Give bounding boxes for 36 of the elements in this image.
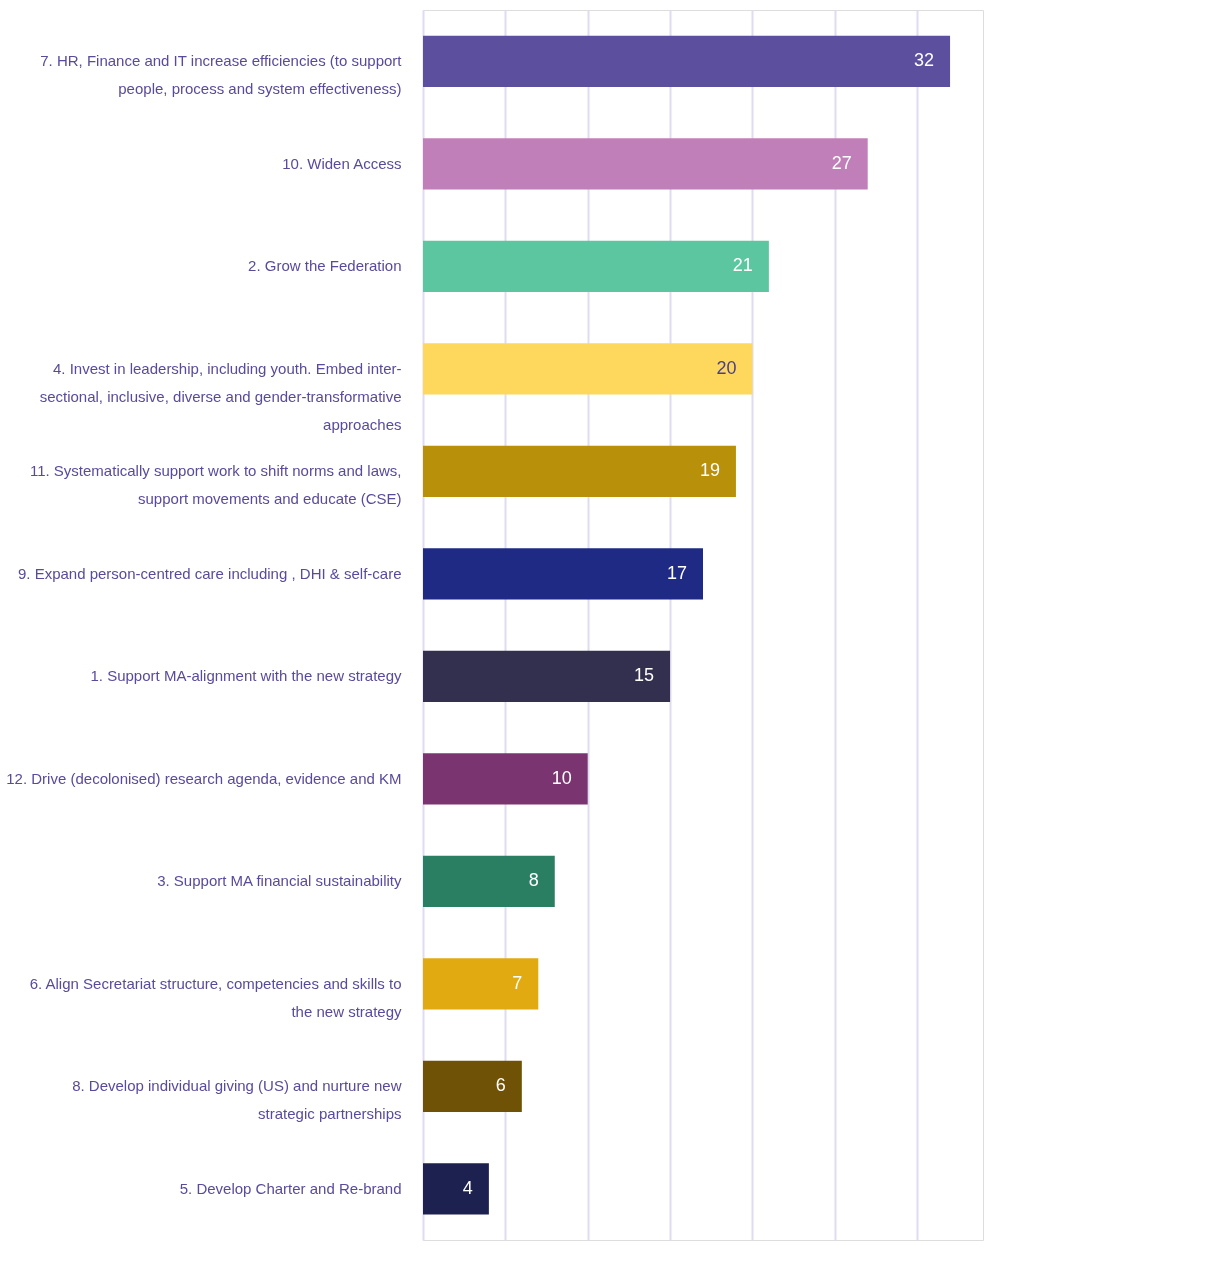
y-tick-label: 12. Drive (decolonised) research agenda, evidence and KM xyxy=(6,769,402,787)
bar xyxy=(423,1060,522,1112)
data-label: 32 xyxy=(914,50,935,71)
bar xyxy=(423,855,555,907)
data-label: 17 xyxy=(666,562,687,583)
y-tick-label: 6. Align Secretariat structure, competencies and skills to the new strategy xyxy=(29,974,402,1020)
y-tick-label: 10. Widen Access xyxy=(282,154,402,172)
bar xyxy=(423,35,951,87)
data-label: 4 xyxy=(462,1177,473,1198)
data-label: 10 xyxy=(551,767,572,788)
y-tick-label: 2. Grow the Federation xyxy=(248,257,402,275)
bar xyxy=(423,445,736,497)
bar xyxy=(423,650,671,702)
data-label: 20 xyxy=(716,357,737,378)
y-tick-label: 1. Support MA-alignment with the new strategy xyxy=(90,667,402,685)
y-tick-label: 11. Systematically support work to shift norms and laws, support movements and educate (CSE) xyxy=(29,462,402,508)
bar xyxy=(423,240,769,292)
y-tick-label: 3. Support MA financial sustainability xyxy=(157,872,402,890)
bar xyxy=(423,753,588,805)
data-label: 8 xyxy=(528,870,539,891)
data-label: 7 xyxy=(512,972,523,993)
bar xyxy=(423,1163,489,1215)
bar xyxy=(423,958,539,1010)
y-tick-label: 4. Invest in leadership, including youth. Embed inter-sectional, inclusive, diverse and gender-transformative approaches xyxy=(39,359,402,433)
data-label: 21 xyxy=(732,255,753,276)
bar xyxy=(423,138,868,190)
data-label: 15 xyxy=(634,665,655,686)
y-tick-label: 7. HR, Finance and IT increase efficiencies (to support people, process and system effectiveness) xyxy=(40,52,403,98)
y-tick-label: 5. Develop Charter and Re-brand xyxy=(179,1179,402,1197)
data-label: 6 xyxy=(495,1075,506,1096)
data-label: 19 xyxy=(699,460,720,481)
y-tick-label: 8. Develop individual giving (US) and nurture new strategic partnerships xyxy=(72,1077,402,1123)
y-tick-label: 9. Expand person-centred care including , DHI & self-care xyxy=(17,564,402,582)
bar xyxy=(423,343,753,395)
bar xyxy=(423,548,703,600)
data-label: 27 xyxy=(831,152,852,173)
